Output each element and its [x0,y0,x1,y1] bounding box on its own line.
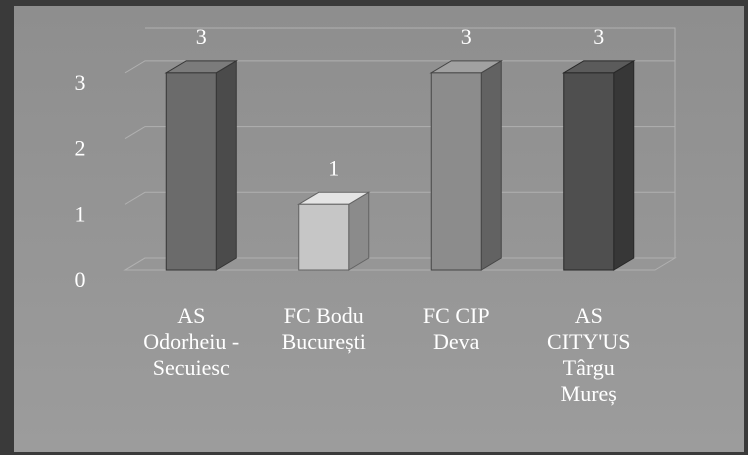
y-tick-label: 0 [75,267,86,292]
value-label: 3 [461,24,472,49]
bar-side [215,59,237,271]
x-tick-label: FC CIP Deva [423,303,490,354]
bar [165,72,217,271]
y-tick-label: 3 [75,70,86,95]
value-label: 1 [328,155,339,180]
bar [430,72,482,271]
chart-area [14,6,744,452]
bar-side [480,59,502,271]
x-tick-label: AS CITY'US Târgu Mureș [547,303,630,406]
bar [563,72,615,271]
y-tick-label: 2 [75,136,86,161]
bar-side [348,191,370,271]
bar-side [613,59,635,271]
value-label: 3 [196,24,207,49]
y-tick-label: 1 [75,201,86,226]
x-tick-label: AS Odorheiu -Secuiesc [143,303,239,380]
back-wall [145,27,676,258]
bar [298,203,350,271]
x-tick-label: FC Bodu București [282,303,366,354]
value-label: 3 [593,24,604,49]
